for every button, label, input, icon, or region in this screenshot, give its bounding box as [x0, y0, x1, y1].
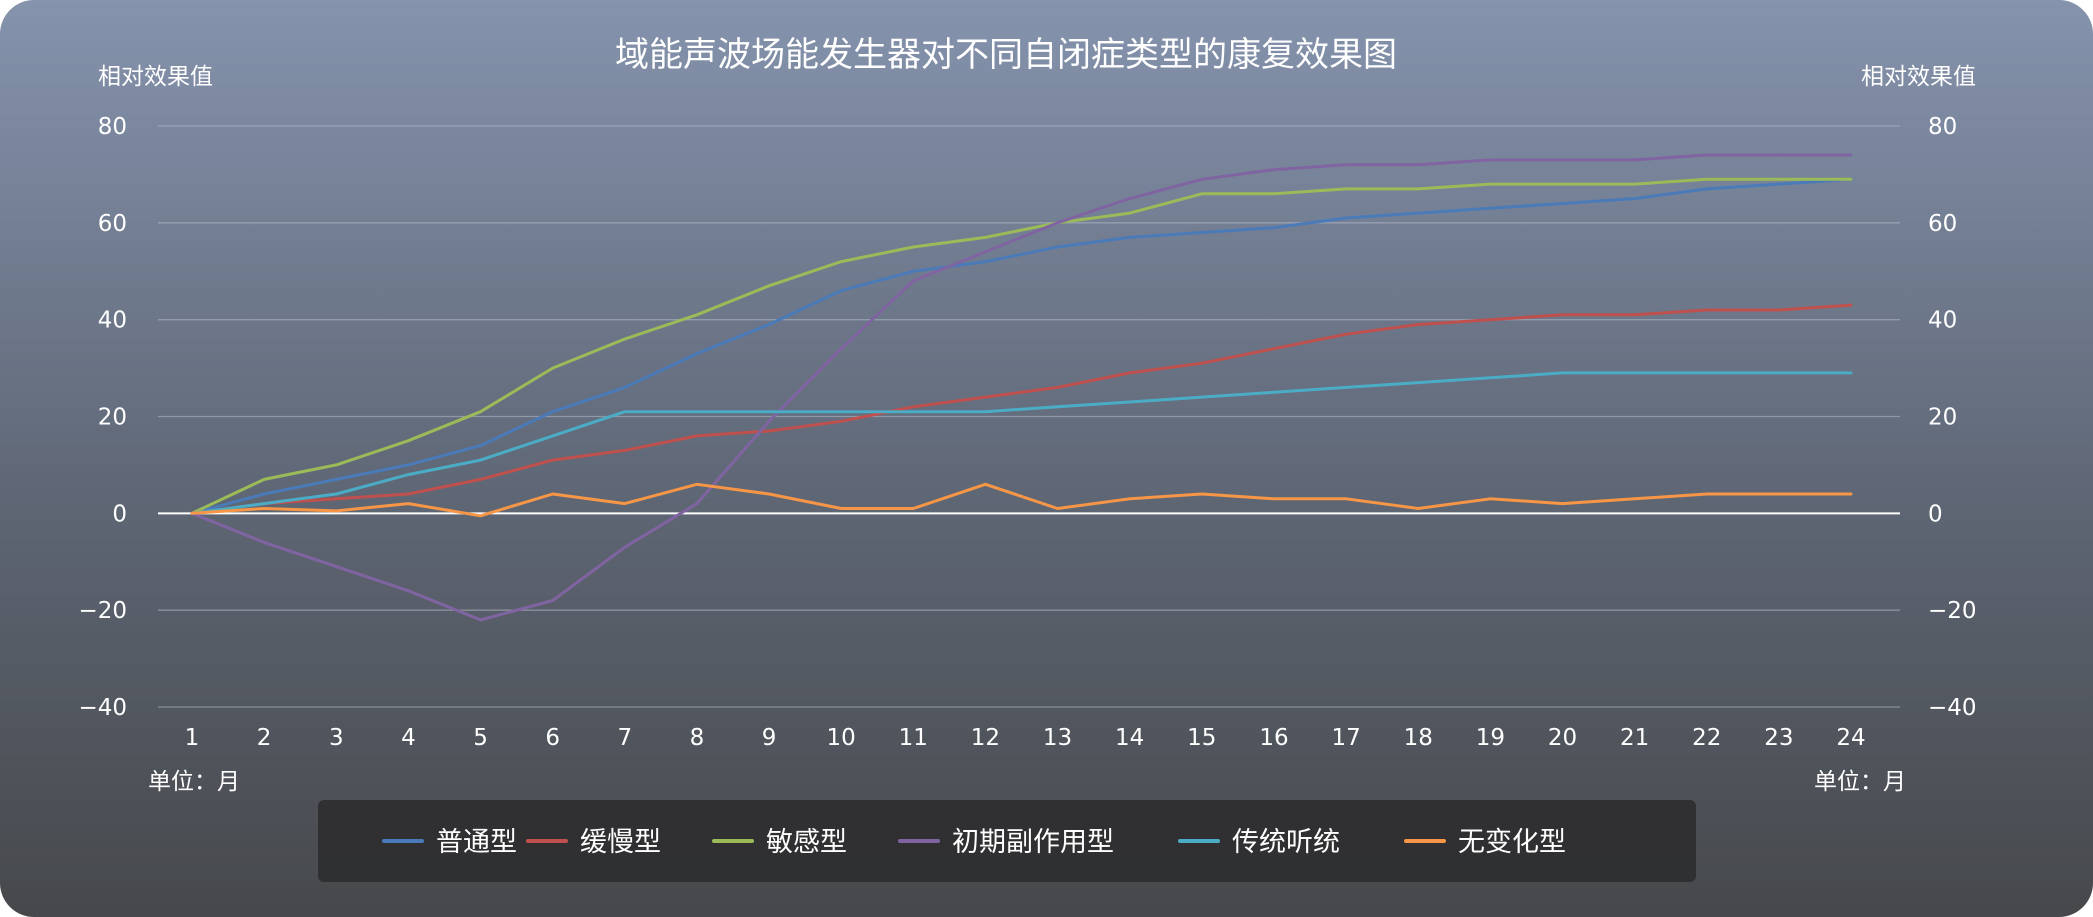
x-tick-label: 4: [401, 725, 416, 751]
y-tick-label-right: 80: [1928, 114, 1957, 140]
y-tick-label-right: −40: [1928, 695, 1977, 721]
legend-label: 缓慢型: [580, 827, 661, 858]
y-axis-label-right: 相对效果值: [1861, 64, 1976, 90]
y-ticks-left: −40 −20 0 20 40 60 80: [78, 114, 127, 721]
x-tick-label: 7: [617, 725, 632, 751]
x-tick-label: 15: [1187, 725, 1216, 751]
y-tick-label-left: −40: [78, 695, 127, 721]
y-tick-label-left: 0: [112, 501, 127, 527]
y-tick-label-right: −20: [1928, 598, 1977, 624]
x-tick-label: 12: [971, 725, 1000, 751]
y-tick-label-right: 40: [1928, 308, 1957, 334]
y-tick-label-left: 40: [98, 308, 127, 334]
x-tick-label: 21: [1620, 725, 1649, 751]
x-axis-unit-right: 单位：月: [1814, 769, 1906, 795]
x-tick-label: 3: [329, 725, 344, 751]
chart-title: 域能声波场能发生器对不同自闭症类型的康复效果图: [615, 35, 1397, 75]
x-tick-label: 20: [1548, 725, 1577, 751]
series-lines: [190, 153, 1853, 622]
x-tick-label: 22: [1692, 725, 1721, 751]
x-tick-label: 14: [1115, 725, 1144, 751]
x-axis-unit-left: 单位：月: [148, 769, 240, 795]
legend-box: [318, 800, 1696, 882]
y-tick-label-right: 60: [1928, 211, 1957, 237]
y-tick-label-left: −20: [78, 598, 127, 624]
y-tick-label-right: 0: [1928, 501, 1943, 527]
series-line: [190, 177, 1853, 515]
legend-label: 普通型: [436, 827, 517, 858]
x-tick-label: 11: [899, 725, 928, 751]
x-tick-label: 19: [1476, 725, 1505, 751]
y-tick-label-right: 20: [1928, 405, 1957, 431]
x-tick-label: 8: [690, 725, 705, 751]
x-tick-label: 17: [1331, 725, 1360, 751]
x-tick-label: 13: [1043, 725, 1072, 751]
y-ticks-right: −40 −20 0 20 40 60 80: [1928, 114, 1977, 721]
series-line: [190, 303, 1853, 515]
y-axis-label-left: 相对效果值: [98, 64, 213, 90]
x-tick-label: 10: [827, 725, 856, 751]
x-tick-label: 9: [762, 725, 777, 751]
x-ticks: 1 2 3 4 5 6 7 8 9 10 11 12 13 14 15 16 17 18 19 20 21 22 23 24: [185, 725, 1866, 751]
series-line: [190, 177, 1853, 515]
legend-label: 传统听统: [1232, 827, 1340, 858]
x-tick-label: 24: [1836, 725, 1865, 751]
y-tick-label-left: 60: [98, 211, 127, 237]
grid-lines: [158, 125, 1900, 708]
legend-label: 敏感型: [766, 827, 847, 858]
legend-label: 无变化型: [1458, 827, 1566, 858]
legend: 普通型 缓慢型 敏感型 初期副作用型 传统听统 无变化型: [382, 827, 1566, 858]
x-tick-label: 6: [545, 725, 560, 751]
y-tick-label-left: 80: [98, 114, 127, 140]
x-tick-label: 23: [1764, 725, 1793, 751]
series-line: [190, 153, 1853, 622]
series-line: [190, 371, 1853, 515]
y-tick-label-left: 20: [98, 405, 127, 431]
legend-label: 初期副作用型: [952, 827, 1114, 858]
x-tick-label: 1: [185, 725, 200, 751]
x-tick-label: 2: [257, 725, 272, 751]
x-tick-label: 5: [473, 725, 488, 751]
x-tick-label: 16: [1259, 725, 1288, 751]
series-line: [190, 482, 1853, 518]
x-tick-label: 18: [1404, 725, 1433, 751]
